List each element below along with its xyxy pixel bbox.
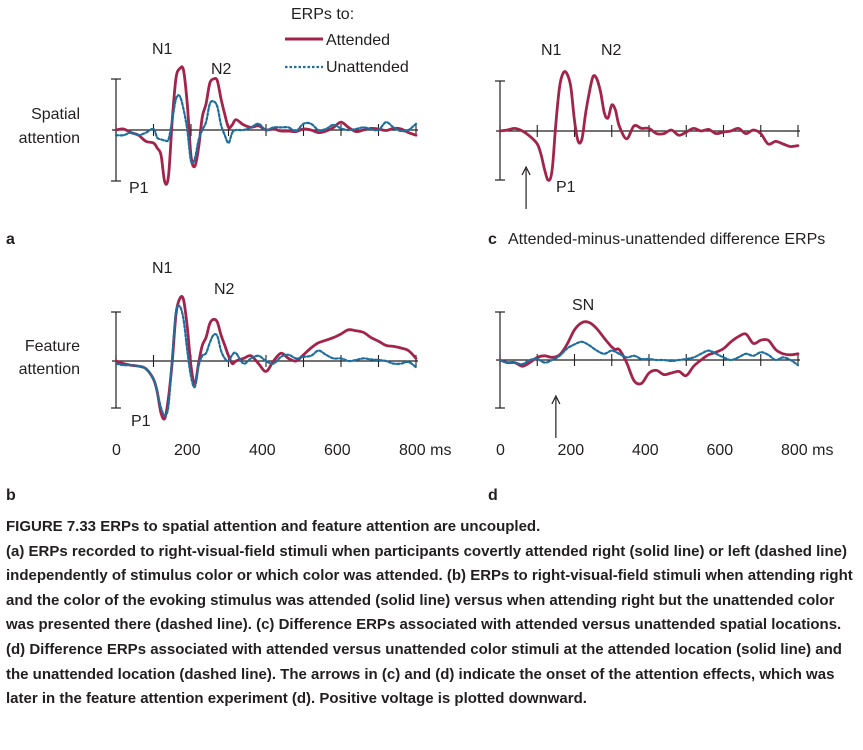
x-tick-label: 200 <box>558 442 585 459</box>
x-tick-label: 800 ms <box>399 442 451 459</box>
x-tick-label: 0 <box>112 442 121 459</box>
peak-label-n2-c: N2 <box>601 42 622 59</box>
series-attended-line <box>498 70 800 182</box>
erp-figure: ERPs to: Attended Unattended Spatial att… <box>6 6 833 504</box>
x-tick-label: 600 <box>324 442 351 459</box>
series-unattended-line <box>114 94 418 165</box>
series-unattended-line <box>114 304 418 417</box>
peak-label-sn-d: SN <box>572 297 594 314</box>
caption-text: (a) ERPs recorded to right-visual-field … <box>6 542 853 708</box>
legend-title: ERPs to: <box>291 6 354 23</box>
x-tick-label: 400 <box>632 442 659 459</box>
panel-letter-c: c <box>488 231 497 248</box>
legend-attended-label: Attended <box>326 32 390 49</box>
row-label-spatial-1: Spatial <box>31 106 80 123</box>
onset-arrowhead <box>551 394 561 405</box>
panel-a-chart <box>111 65 418 186</box>
series-unattended-line <box>498 340 800 367</box>
x-tick-label: 400 <box>249 442 276 459</box>
x-tick-label: 600 <box>707 442 734 459</box>
row-label-spatial-2: attention <box>19 130 80 147</box>
caption-title: FIGURE 7.33 ERPs to spatial attention an… <box>6 518 541 535</box>
panel-b-chart: 0 200 400 600 800 ms <box>111 295 451 459</box>
peak-label-p1-c: P1 <box>556 179 576 196</box>
legend-unattended-label: Unattended <box>326 59 409 76</box>
x-tick-label: 800 ms <box>781 442 833 459</box>
row-label-feature-2: attention <box>19 361 80 378</box>
peak-label-p1-a: P1 <box>129 180 149 197</box>
peak-label-n2-a: N2 <box>211 61 232 78</box>
panel-letter-a: a <box>6 231 15 248</box>
peak-label-n2-b: N2 <box>214 281 235 298</box>
x-tick-label: 0 <box>496 442 505 459</box>
peak-label-n1-c: N1 <box>541 42 562 59</box>
panel-d-chart: 0 200 400 600 800 ms <box>495 311 833 459</box>
panel-letter-d: d <box>488 487 498 504</box>
panel-c-chart <box>495 70 800 209</box>
peak-label-p1-b: P1 <box>131 413 151 430</box>
panel-letter-b: b <box>6 487 16 504</box>
x-tick-label: 200 <box>174 442 201 459</box>
row-label-feature-1: Feature <box>25 338 80 355</box>
peak-label-n1-a: N1 <box>152 41 173 58</box>
panel-c-title: Attended-minus-unattended difference ERP… <box>508 231 825 248</box>
series-attended-line <box>498 320 800 386</box>
peak-label-n1-b: N1 <box>152 260 173 277</box>
onset-arrowhead <box>521 165 531 176</box>
figure-caption: FIGURE 7.33 ERPs to spatial attention an… <box>6 515 858 712</box>
